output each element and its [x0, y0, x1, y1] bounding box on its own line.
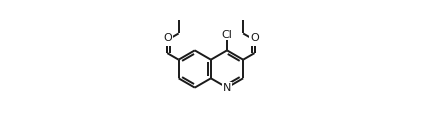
Text: O: O — [163, 35, 172, 45]
Text: O: O — [250, 35, 259, 45]
Text: O: O — [250, 33, 259, 43]
Text: Cl: Cl — [222, 30, 232, 39]
Text: O: O — [163, 33, 172, 43]
Text: N: N — [223, 83, 231, 93]
